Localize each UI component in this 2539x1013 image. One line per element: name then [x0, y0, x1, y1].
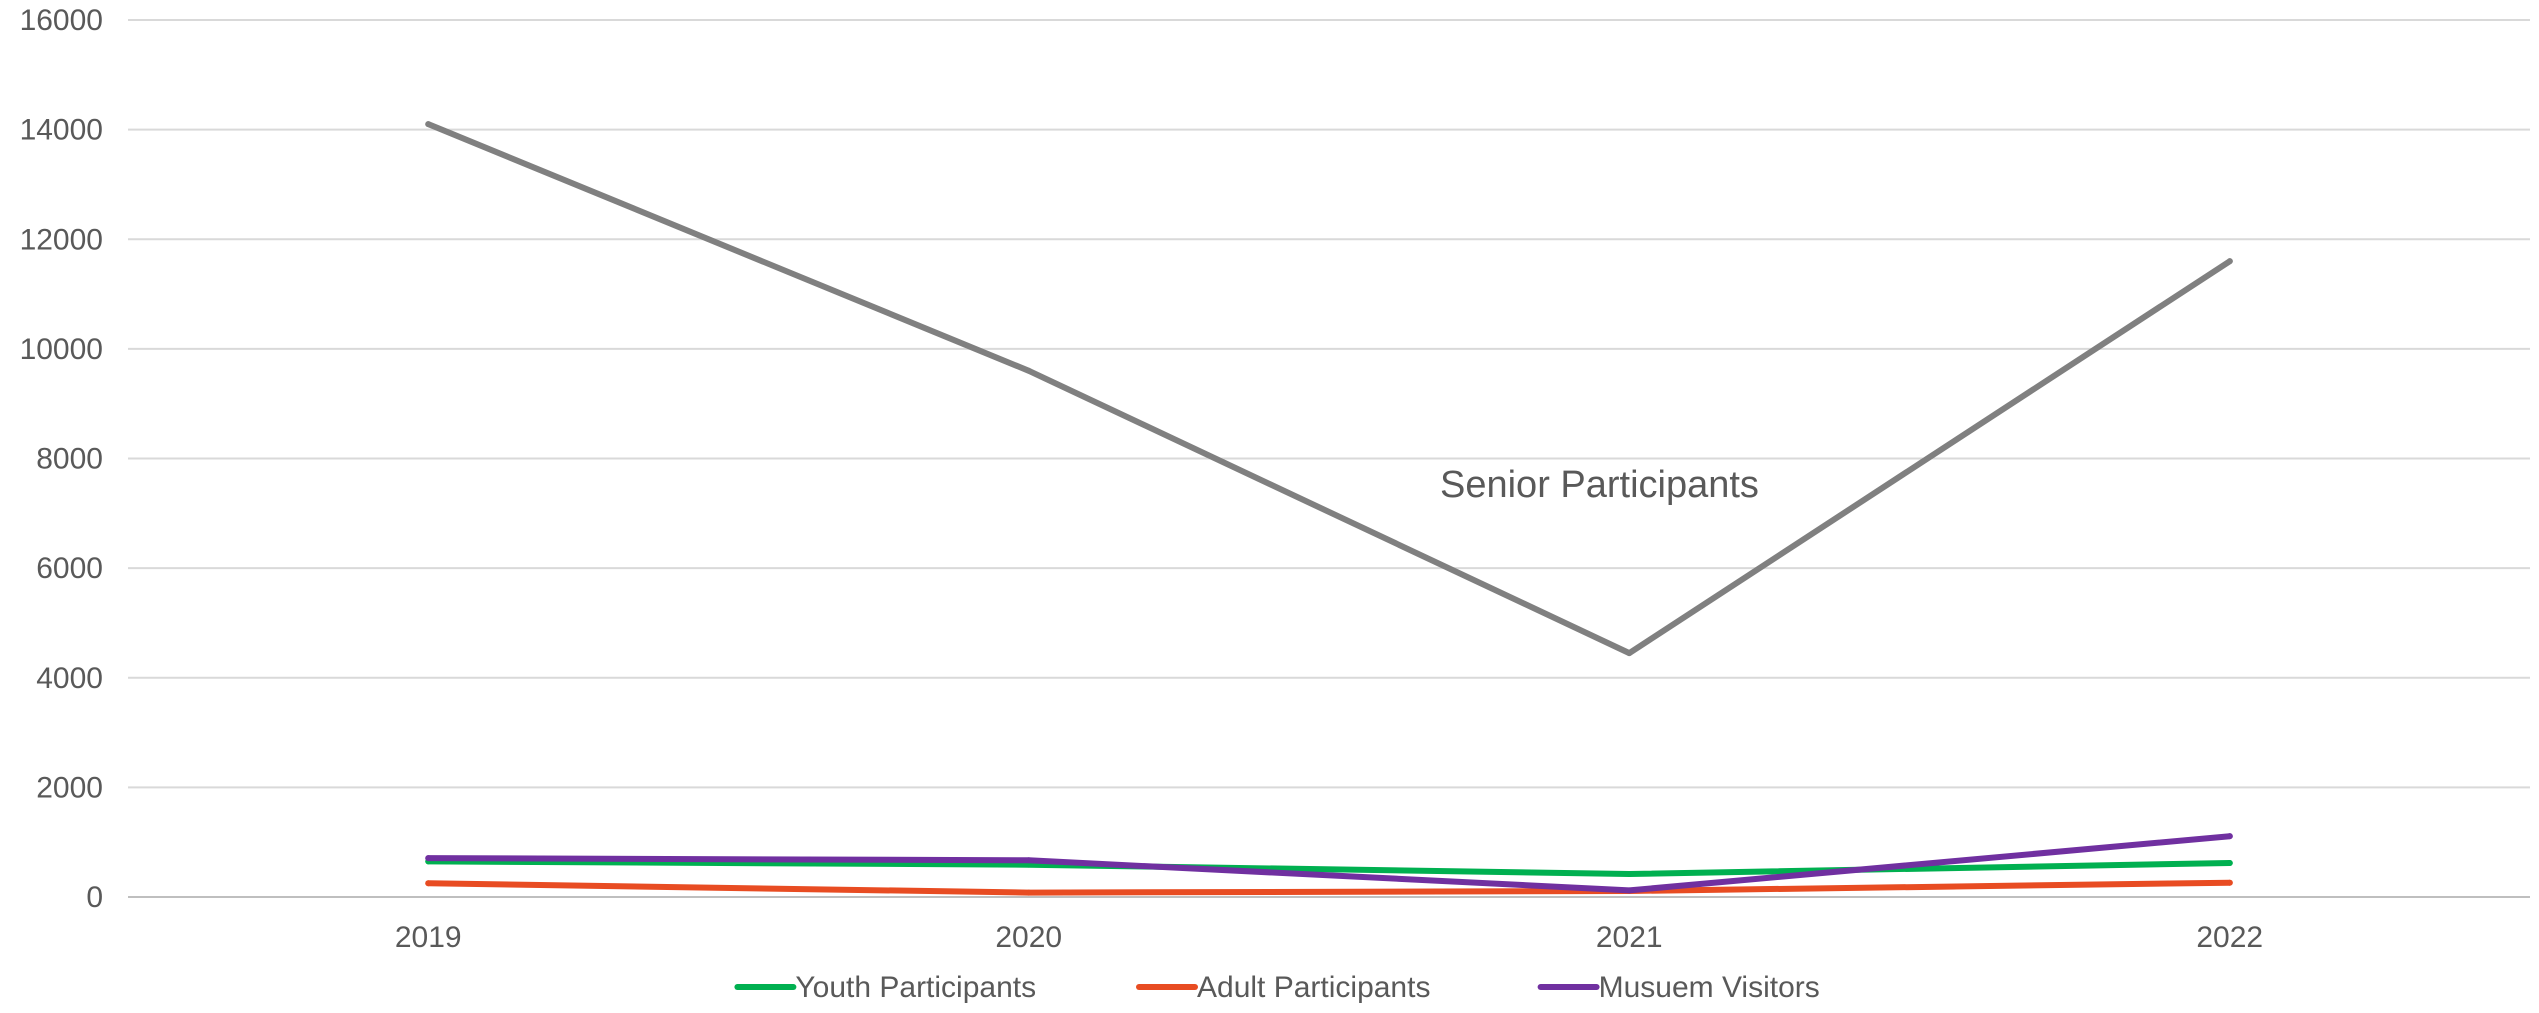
legend-item-youth-participants: Youth Participants — [734, 971, 1036, 1004]
gridlines — [128, 19, 2530, 898]
y-tick-label: 16000 — [20, 4, 103, 37]
annotations: Senior Participants — [1440, 464, 1759, 506]
data-point-musuem-visitors — [425, 855, 432, 862]
legend-label: Youth Participants — [795, 971, 1036, 1004]
series-line-youth-participants — [425, 858, 2233, 877]
y-tick-label: 6000 — [36, 552, 103, 585]
y-tick-label: 14000 — [20, 114, 103, 147]
data-point-adult-participants — [1025, 889, 1032, 896]
y-tick-label: 8000 — [36, 443, 103, 476]
data-point-musuem-visitors — [2226, 833, 2233, 840]
data-point-senior-participants — [1025, 367, 1032, 374]
data-point-senior-participants — [425, 121, 432, 128]
data-point-musuem-visitors — [1626, 887, 1633, 894]
x-tick-label: 2019 — [395, 921, 462, 954]
series-lines — [425, 121, 2233, 896]
data-point-youth-participants — [2226, 860, 2233, 867]
legend-label: Musuem Visitors — [1599, 971, 1820, 1004]
data-point-youth-participants — [1626, 870, 1633, 877]
data-point-adult-participants — [2226, 879, 2233, 886]
y-tick-label: 0 — [86, 881, 103, 914]
y-tick-label: 10000 — [20, 333, 103, 366]
x-tick-label: 2020 — [995, 921, 1062, 954]
legend-item-musuem-visitors: Musuem Visitors — [1537, 971, 1820, 1004]
y-axis-ticks: 0 2000 4000 6000 8000 10000 12000 14000 16000 — [20, 4, 103, 914]
legend-item-adult-participants: Adult Participants — [1136, 971, 1430, 1004]
data-point-musuem-visitors — [1025, 857, 1032, 864]
x-tick-label: 2022 — [2196, 921, 2263, 954]
x-axis-ticks: 2019 2020 2021 2022 — [395, 921, 2263, 954]
series-annotation: Senior Participants — [1440, 464, 1759, 506]
data-point-senior-participants — [2226, 258, 2233, 265]
legend-label: Adult Participants — [1197, 971, 1430, 1004]
series-line-adult-participants — [425, 879, 2233, 896]
y-tick-label: 2000 — [36, 771, 103, 804]
series-line-musuem-visitors — [425, 833, 2233, 894]
data-point-senior-participants — [1626, 650, 1633, 657]
data-point-adult-participants — [425, 880, 432, 887]
y-tick-label: 12000 — [20, 223, 103, 256]
legend: Youth Participants Adult Participants Musu… — [734, 971, 1820, 1004]
y-tick-label: 4000 — [36, 662, 103, 695]
series-line-senior-participants — [425, 121, 2233, 657]
x-tick-label: 2021 — [1596, 921, 1663, 954]
